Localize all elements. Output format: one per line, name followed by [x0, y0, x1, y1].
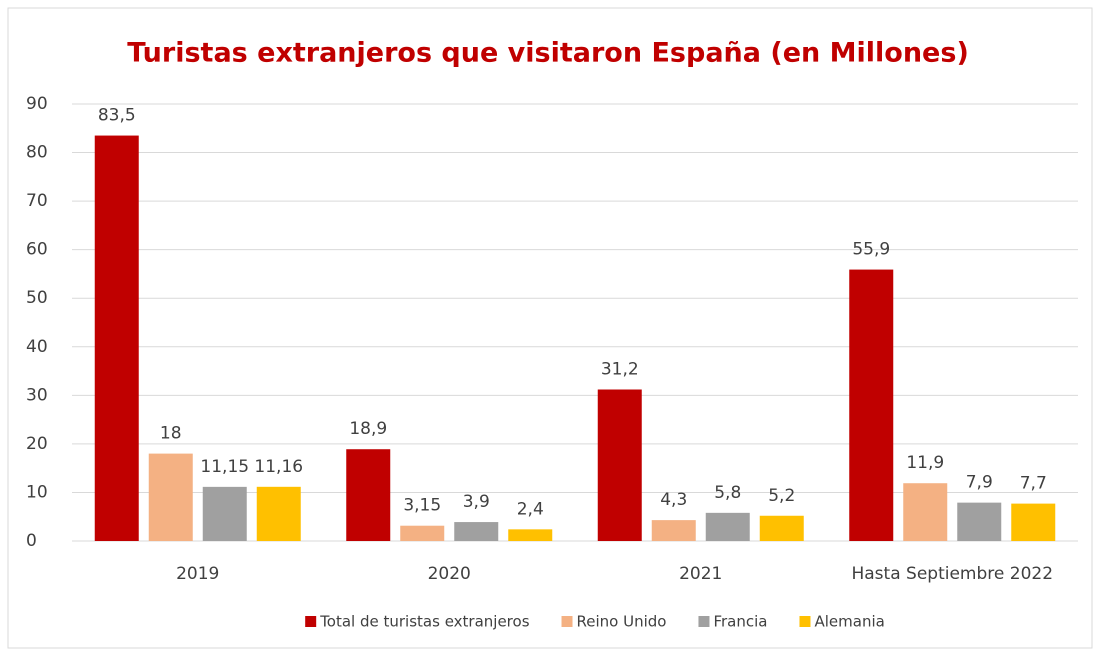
legend-swatch: [561, 616, 573, 627]
value-label: 5,8: [714, 483, 741, 503]
y-tick-label: 60: [26, 240, 48, 260]
bar: [651, 520, 696, 541]
bar: [597, 389, 642, 541]
bar: [849, 269, 894, 541]
y-tick-label: 80: [26, 143, 48, 163]
x-tick-label: 2021: [679, 564, 722, 584]
bar: [1011, 503, 1056, 541]
bar: [202, 486, 247, 541]
bar: [903, 483, 948, 541]
legend-label: Alemania: [814, 613, 884, 631]
y-tick-label: 20: [26, 434, 48, 454]
value-label: 11,15: [200, 457, 249, 477]
value-label: 7,9: [966, 473, 993, 493]
bar: [759, 515, 804, 541]
value-label: 18,9: [349, 419, 387, 439]
value-label: 3,15: [403, 496, 441, 516]
value-label: 11,9: [906, 453, 944, 473]
x-tick-label: 2020: [428, 564, 471, 584]
value-label: 7,7: [1020, 474, 1047, 494]
y-tick-label: 90: [26, 94, 48, 114]
x-tick-label: Hasta Septiembre 2022: [851, 564, 1053, 584]
value-label: 31,2: [601, 360, 639, 380]
bar: [400, 525, 445, 541]
bar: [148, 453, 193, 541]
legend-label: Reino Unido: [577, 613, 667, 631]
value-label: 83,5: [98, 106, 136, 126]
y-tick-label: 10: [26, 482, 48, 502]
bar: [508, 529, 553, 541]
legend-label: Total de turistas extranjeros: [319, 613, 530, 631]
value-label: 2,4: [517, 499, 544, 519]
chart-title: Turistas extranjeros que visitaron Españ…: [127, 38, 969, 69]
value-label: 11,16: [254, 457, 303, 477]
bar: [705, 512, 750, 541]
y-tick-label: 70: [26, 191, 48, 211]
value-label: 4,3: [660, 490, 687, 510]
bar: [454, 522, 499, 541]
bar: [256, 486, 301, 541]
legend-swatch: [698, 616, 710, 627]
legend-swatch: [305, 616, 317, 627]
y-tick-label: 50: [26, 288, 48, 308]
y-tick-label: 30: [26, 385, 48, 405]
value-label: 55,9: [852, 240, 890, 260]
y-tick-label: 40: [26, 337, 48, 357]
x-tick-label: 2019: [176, 564, 219, 584]
y-tick-label: 0: [26, 531, 37, 551]
bar: [957, 502, 1002, 541]
legend-label: Francia: [713, 613, 767, 631]
value-label: 18: [160, 424, 182, 444]
legend-swatch: [799, 616, 811, 627]
value-label: 5,2: [768, 486, 795, 506]
bar: [94, 135, 139, 542]
value-label: 3,9: [463, 492, 490, 512]
bar: [346, 449, 391, 541]
